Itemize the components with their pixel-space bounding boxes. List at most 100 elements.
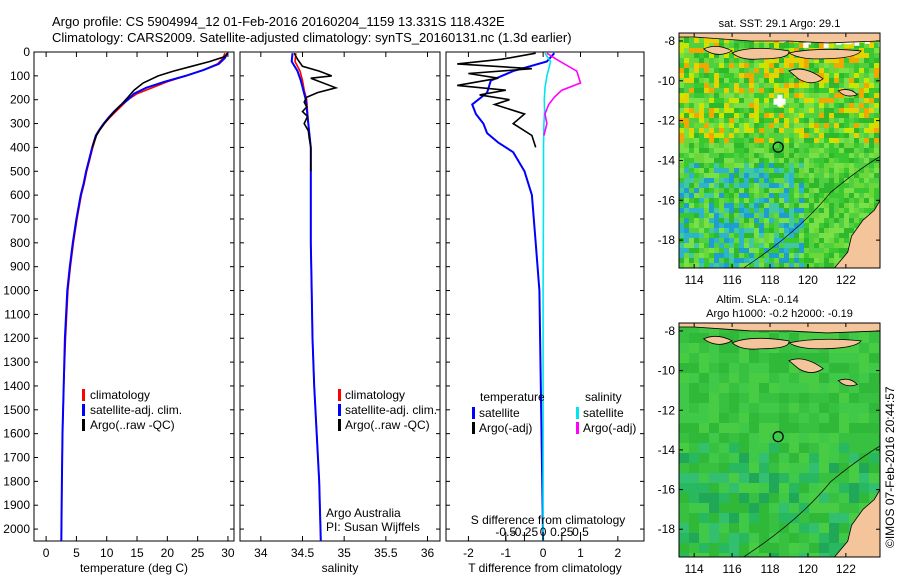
y-tick-label: -14 xyxy=(658,443,676,457)
sst-map: 114 116 118 120 122 -8 -10 -12 -14 -16 -18 sat. SST… xyxy=(658,18,881,287)
landmass xyxy=(837,89,858,97)
plot-frame xyxy=(445,51,645,542)
y-tick-label: -12 xyxy=(658,114,676,128)
x-tick-label: 34 xyxy=(254,546,268,560)
y-tick-label: 1600 xyxy=(3,427,30,441)
y-tick-label: 300 xyxy=(10,117,30,131)
legend-swatch xyxy=(472,422,475,434)
y-tick-label: 100 xyxy=(10,69,30,83)
legend-swatch xyxy=(576,407,579,419)
x-axis-label: temperature (deg C) xyxy=(80,561,188,575)
y-tick-label: 1400 xyxy=(3,379,30,393)
difference-profile: -2 -1 0 1 2T difference from climatology -0.5… xyxy=(445,51,645,575)
x-tick-label: 0 xyxy=(43,546,50,560)
landmass xyxy=(679,33,880,44)
legend-entry: climatology xyxy=(90,388,150,402)
salinity-profile: 34 34.5 35 35.5 36 salinity climatologysatelli… xyxy=(239,51,441,575)
contour-line xyxy=(743,445,880,557)
legend-entry: climatology xyxy=(345,388,405,402)
x-tick-label: 36 xyxy=(421,546,435,560)
x-tick-label: 34.5 xyxy=(291,546,315,560)
y-tick-label: 1200 xyxy=(3,331,30,345)
legend-entry: satellite-adj. clim. xyxy=(90,403,182,417)
legend-swatch xyxy=(338,389,341,401)
legend-swatch xyxy=(82,419,85,431)
x-tick-label: 120 xyxy=(798,273,818,287)
map-title: Altim. SLA: -0.14 xyxy=(716,294,799,306)
landmass xyxy=(788,358,824,373)
series-line xyxy=(543,52,582,136)
y-tick-label: -18 xyxy=(658,233,676,247)
y-tick-label: -12 xyxy=(658,403,676,417)
x-tick-label: 116 xyxy=(723,562,742,576)
s-tick-label: 0.25 xyxy=(550,525,574,539)
y-tick-label: 1800 xyxy=(3,474,30,488)
series-line xyxy=(91,52,229,148)
landmass xyxy=(833,199,880,268)
y-tick-label: -8 xyxy=(664,34,675,48)
series-line xyxy=(293,52,339,172)
argo-position-marker xyxy=(772,141,784,153)
sla-map: 114 116 118 120 122 -8 -10 -12 -14 -16 -18 Altim. S… xyxy=(658,294,881,576)
x-tick-label: 122 xyxy=(836,562,856,576)
series-line xyxy=(471,52,556,541)
temperature-profile: 0 5 10 15 20 25 300100200300400500600700800900… xyxy=(3,45,235,575)
s-tick-label: -0.25 xyxy=(511,525,539,539)
series-line xyxy=(542,52,552,541)
y-tick-label: -16 xyxy=(658,193,676,207)
plot-frame xyxy=(33,51,235,542)
legend-entry: Argo(-adj) xyxy=(583,421,636,435)
legend-swatch xyxy=(82,389,85,401)
y-tick-label: 400 xyxy=(10,140,30,154)
x-tick-label: 25 xyxy=(191,546,205,560)
y-tick-label: 800 xyxy=(10,236,30,250)
x-tick-label: 5 xyxy=(73,546,80,560)
legend-swatch xyxy=(576,422,579,434)
legend-swatch xyxy=(82,404,85,416)
legend-swatch xyxy=(338,419,341,431)
legend-header: temperature xyxy=(480,390,545,404)
x-tick-label: 1 xyxy=(577,546,584,560)
y-tick-label: 200 xyxy=(10,93,30,107)
y-tick-label: 900 xyxy=(10,260,30,274)
x-tick-label: 15 xyxy=(130,546,144,560)
legend-entry: Argo(..raw -QC) xyxy=(90,418,175,432)
plot-frame xyxy=(239,51,441,542)
landmass xyxy=(702,46,733,55)
y-tick-label: 1500 xyxy=(3,403,30,417)
y-tick-label: 1700 xyxy=(3,451,30,465)
s-tick-label: 0.5 xyxy=(572,525,589,539)
x-tick-label: 30 xyxy=(221,546,235,560)
landmass xyxy=(837,378,858,387)
y-tick-label: 1100 xyxy=(4,307,30,321)
y-tick-label: -10 xyxy=(658,74,676,88)
landmass xyxy=(833,488,880,557)
x-tick-label: -1 xyxy=(500,546,511,560)
argo-position-marker xyxy=(772,431,784,443)
imos-credit: ©IMOS 07-Feb-2016 20:44:57 xyxy=(883,386,897,548)
landmass xyxy=(702,335,733,345)
y-tick-label: 600 xyxy=(10,188,30,202)
legend-entry: satellite xyxy=(583,406,624,420)
y-tick-label: -10 xyxy=(658,364,676,378)
legend-entry: Argo(-adj) xyxy=(479,421,532,435)
landmass xyxy=(679,323,880,334)
top-axis-label: S difference from climatology xyxy=(471,513,626,527)
x-tick-label: 35.5 xyxy=(374,546,398,560)
legend-entry: satellite-adj. clim. xyxy=(345,403,437,417)
landmass xyxy=(731,337,790,350)
figure-title-line2: Climatology: CARS2009. Satellite-adjuste… xyxy=(52,30,572,45)
y-tick-label: 700 xyxy=(10,212,30,226)
map-field xyxy=(679,323,880,557)
landmass xyxy=(731,48,790,60)
x-tick-label: 118 xyxy=(760,562,779,576)
map-title: Argo h1000: -0.2 h2000: -0.19 xyxy=(706,308,853,320)
x-tick-label: 120 xyxy=(798,562,818,576)
x-axis-label: salinity xyxy=(322,561,359,575)
x-tick-label: -2 xyxy=(463,546,474,560)
s-tick-label: 0 xyxy=(540,525,547,539)
x-tick-label: 114 xyxy=(685,562,704,576)
x-tick-label: 114 xyxy=(685,273,704,287)
credit-annotation: PI: Susan Wijffels xyxy=(326,520,420,534)
